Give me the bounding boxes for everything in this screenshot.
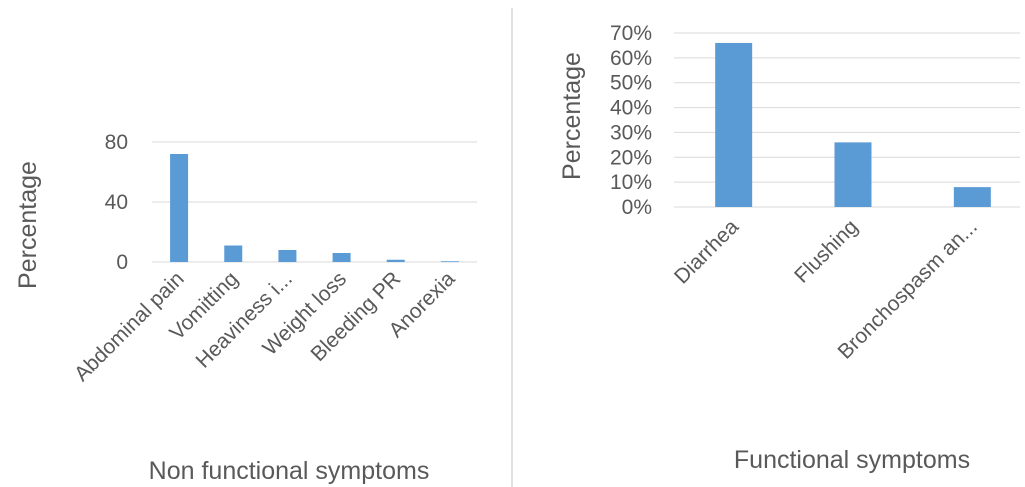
y-tick-label: 60% xyxy=(610,47,652,70)
bar xyxy=(386,259,405,262)
bar xyxy=(953,187,991,207)
bar xyxy=(224,245,243,262)
chart-functional-symptoms: 0%10%20%30%40%50%60%70%Diarrhea FlushingB… xyxy=(558,22,1020,474)
bar xyxy=(278,250,297,262)
y-tick-label: 70% xyxy=(610,22,652,45)
bar xyxy=(332,253,351,262)
y-tick-label: 40% xyxy=(610,97,652,120)
y-tick-label: 20% xyxy=(610,146,652,169)
y-tick-label: 10% xyxy=(610,171,652,194)
y-tick-label: 0% xyxy=(622,196,652,219)
bar xyxy=(834,142,872,207)
category-label: Diarrhea xyxy=(670,215,743,288)
y-axis-title: Percentage xyxy=(14,161,42,289)
bar xyxy=(440,261,459,262)
y-tick-label: 50% xyxy=(610,72,652,95)
bar xyxy=(170,154,189,262)
y-axis-title: Percentage xyxy=(558,52,586,180)
y-tick-label: 30% xyxy=(610,121,652,144)
y-tick-label: 40 xyxy=(105,191,128,214)
bar xyxy=(715,42,753,207)
category-label: Flushing xyxy=(790,215,862,287)
x-axis-title: Functional symptoms xyxy=(734,446,970,474)
y-tick-label: 80 xyxy=(105,131,128,154)
x-axis-title: Non functional symptoms xyxy=(149,457,430,485)
y-tick-label: 0 xyxy=(116,251,128,274)
